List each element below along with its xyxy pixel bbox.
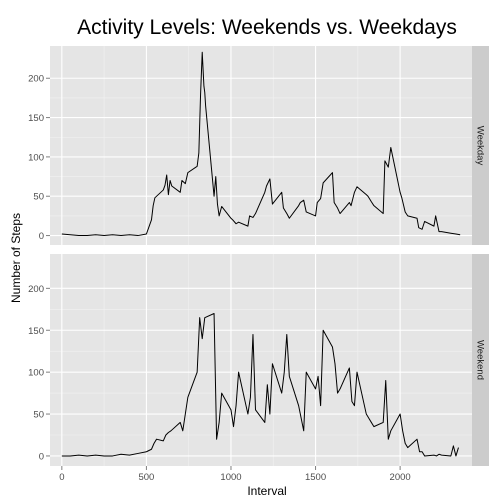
panel-background xyxy=(50,254,472,466)
facet-strip xyxy=(472,46,489,245)
panel-weekend: 0 50 100 150 200 Weekend xyxy=(28,254,489,466)
x-tick-label: 1500 xyxy=(305,472,326,483)
y-tick-label: 100 xyxy=(28,368,44,379)
x-tick-label: 500 xyxy=(138,472,154,483)
chart-title: Activity Levels: Weekends vs. Weekdays xyxy=(77,16,457,39)
series-line-weekday xyxy=(61,51,461,237)
panel-weekday: 0 50 100 150 200 Weekday xyxy=(28,46,489,245)
y-tick-label: 200 xyxy=(28,284,44,295)
y-tick-label: 50 xyxy=(33,410,44,421)
x-axis-title: Interval xyxy=(247,484,286,498)
y-tick-label: 0 xyxy=(39,231,44,242)
y-tick-label: 150 xyxy=(28,326,44,337)
panels: 0 50 100 150 200 Weekday 0 50 100 150 200 Weekend 0 5… xyxy=(28,46,489,483)
facet-strip xyxy=(472,254,489,466)
y-axis-title: Number of Steps xyxy=(9,213,23,303)
y-tick-label: 50 xyxy=(33,192,44,203)
y-tick-label: 100 xyxy=(28,152,44,163)
x-tick-label: 2000 xyxy=(390,472,411,483)
panel-background xyxy=(50,46,472,245)
facet-label-weekend: Weekend xyxy=(475,340,486,380)
facet-label-weekday: Weekday xyxy=(475,126,486,166)
series-line-weekend xyxy=(61,312,459,457)
y-tick-label: 200 xyxy=(28,74,44,85)
x-tick-label: 1000 xyxy=(220,472,241,483)
y-tick-label: 150 xyxy=(28,113,44,124)
y-tick-label: 0 xyxy=(39,451,44,462)
x-tick-label: 0 xyxy=(59,472,64,483)
